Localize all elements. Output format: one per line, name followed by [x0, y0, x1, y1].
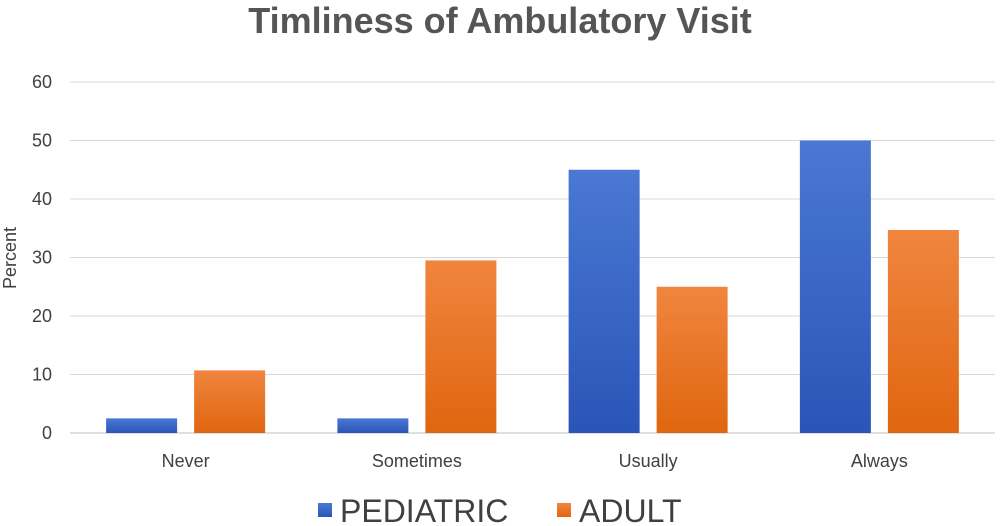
legend: PEDIATRIC ADULT: [318, 493, 682, 526]
bars: [106, 140, 959, 433]
chart-title: Timliness of Ambulatory Visit: [248, 0, 752, 41]
legend-swatch-pediatric: [318, 503, 332, 517]
bar-adult-never: [194, 370, 266, 433]
y-tick-label: 10: [32, 365, 52, 385]
y-axis-ticks: 0 10 20 30 40 50 60: [32, 72, 52, 443]
y-tick-label: 40: [32, 189, 52, 209]
y-tick-label: 30: [32, 248, 52, 268]
y-tick-label: 0: [42, 423, 52, 443]
bar-pediatric-always: [799, 140, 871, 433]
y-tick-label: 50: [32, 131, 52, 151]
x-tick-label: Usually: [619, 451, 678, 471]
legend-label-pediatric: PEDIATRIC: [340, 493, 508, 526]
x-tick-label: Never: [162, 451, 210, 471]
bar-pediatric-sometimes: [337, 418, 409, 433]
legend-swatch-adult: [557, 503, 571, 517]
bar-pediatric-usually: [568, 169, 640, 433]
bar-adult-sometimes: [425, 260, 497, 433]
y-axis-title: Percent: [0, 227, 20, 289]
bar-pediatric-never: [106, 418, 178, 433]
y-tick-label: 60: [32, 72, 52, 92]
legend-label-adult: ADULT: [579, 493, 682, 526]
x-tick-label: Always: [851, 451, 908, 471]
x-axis-labels: Never Sometimes Usually Always: [162, 451, 908, 471]
bar-adult-always: [887, 230, 959, 433]
y-tick-label: 20: [32, 306, 52, 326]
bar-adult-usually: [656, 286, 728, 433]
x-tick-label: Sometimes: [372, 451, 462, 471]
